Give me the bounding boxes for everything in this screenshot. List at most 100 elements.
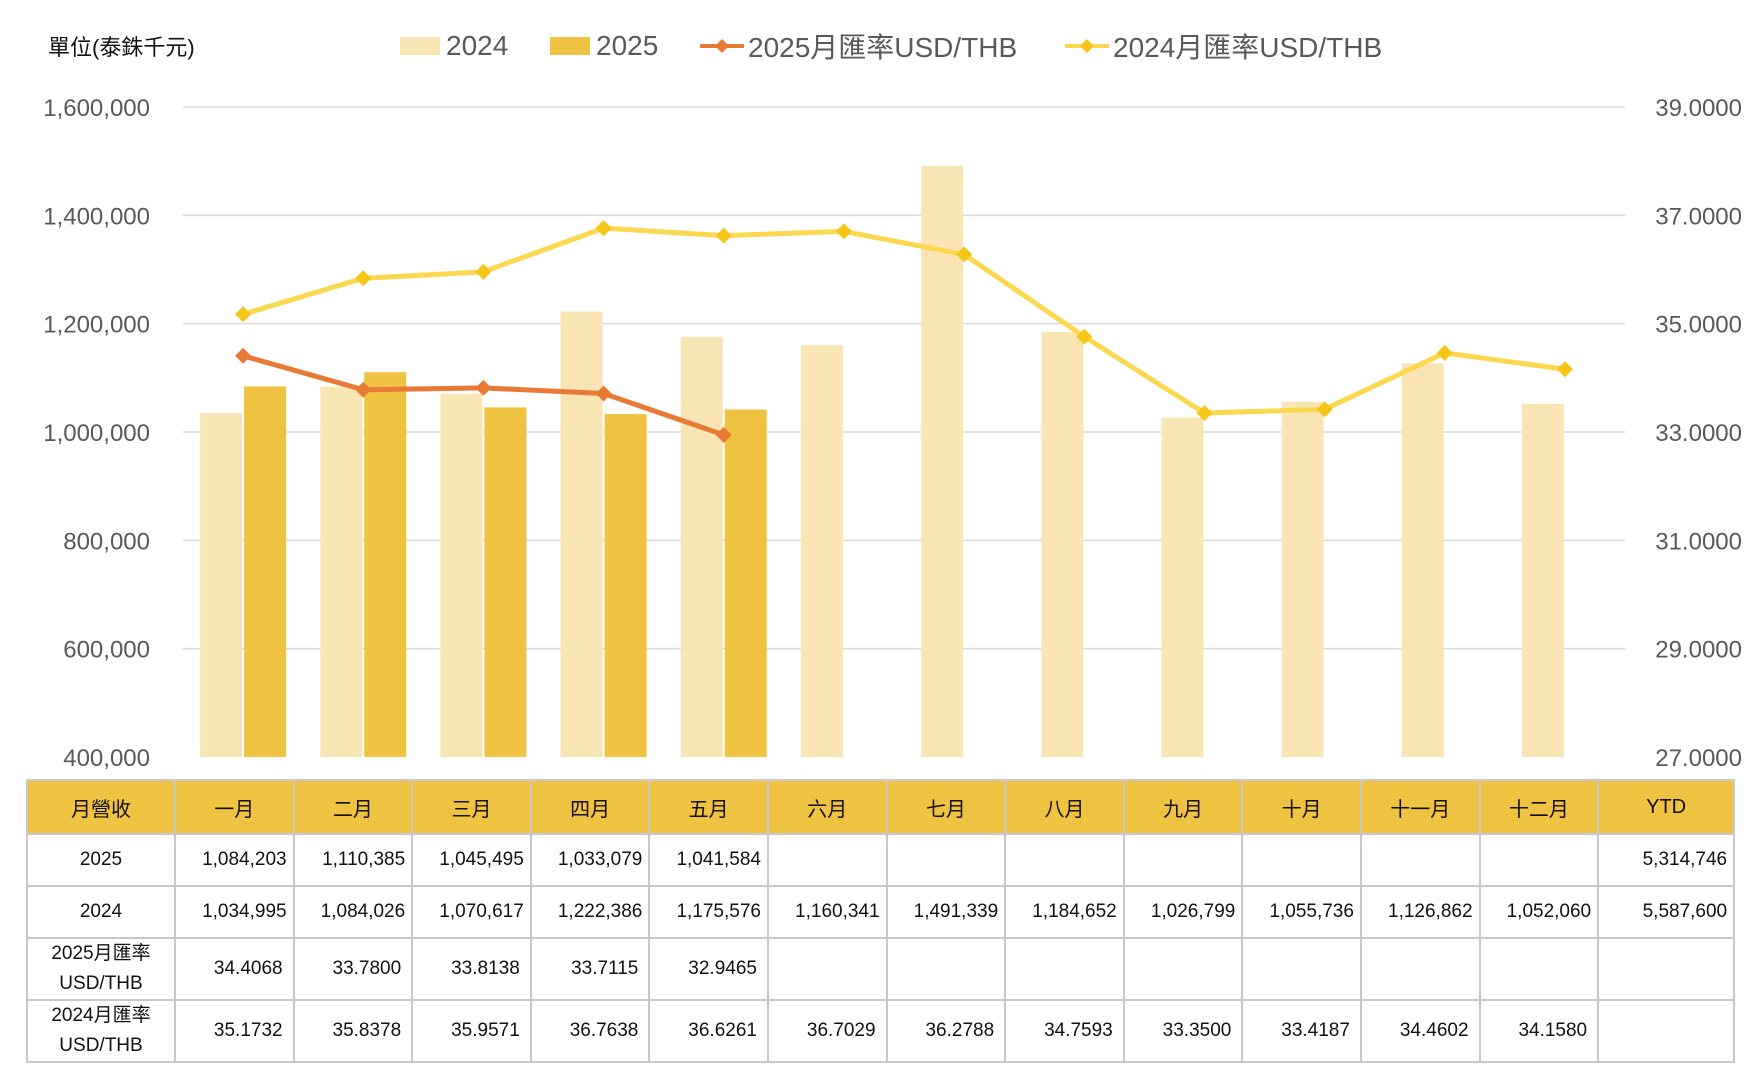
table-header-cell: YTD <box>1597 779 1736 835</box>
table-cell: 1,084,026 <box>292 885 414 939</box>
table-cell <box>766 937 888 1001</box>
table-cell: 35.8378 <box>292 999 414 1063</box>
table-body: 2025 1,084,203 1,110,385 1,045,495 1,033,079… <box>26 833 1736 1063</box>
table-cell: 33.4187 <box>1241 999 1362 1063</box>
table-cell <box>1597 937 1736 1001</box>
table-cell: 33.8138 <box>411 937 532 1001</box>
table-header-cell: 十一月 <box>1359 779 1481 835</box>
chart-legend: 2024 2025 2025月匯率USD/THB 2024月匯率USD/THB <box>0 26 1762 66</box>
table-header-cell: 五月 <box>648 779 769 835</box>
table-header-cell: 八月 <box>1004 779 1125 835</box>
bar-2024 <box>440 393 483 757</box>
table-row: 2024月匯率 USD/THB 35.1732 35.8378 35.9571 36.76… <box>26 999 1736 1063</box>
bar-2024 <box>1521 403 1564 757</box>
bar-2024 <box>1281 401 1324 757</box>
left-axis-tick-label: 1,000,000 <box>43 420 150 447</box>
table-cell: 1,045,495 <box>411 833 532 887</box>
table-cell <box>1359 833 1481 887</box>
table-cell: 1,184,652 <box>1004 885 1125 939</box>
table-cell: 36.7029 <box>766 999 888 1063</box>
bar-2024 <box>560 311 603 757</box>
table-cell: 34.1580 <box>1478 999 1600 1063</box>
left-axis-tick-label: 400,000 <box>63 745 150 772</box>
right-axis-tick-label: 29.0000 <box>1655 637 1742 664</box>
rate-2024-point <box>715 227 732 244</box>
table-cell: 1,160,341 <box>766 885 888 939</box>
table-cell <box>1004 937 1125 1001</box>
table-header-cell: 二月 <box>292 779 414 835</box>
rate-2024-line <box>242 225 1566 416</box>
table-cell: 1,126,862 <box>1359 885 1481 939</box>
table-cell: 35.1732 <box>174 999 295 1063</box>
bar-2025 <box>364 372 407 757</box>
right-axis-tick-label: 31.0000 <box>1655 528 1742 555</box>
left-axis-tick-label: 800,000 <box>63 528 150 555</box>
table-cell <box>1241 937 1362 1001</box>
table-cell <box>885 833 1007 887</box>
bar-2024 <box>921 165 964 758</box>
table-cell <box>1478 937 1600 1001</box>
bar-2025 <box>604 414 647 757</box>
table-cell: 1,070,617 <box>411 885 532 939</box>
legend-marker-line-2024 <box>1065 37 1109 55</box>
legend-label-line-2024: 2024月匯率USD/THB <box>1113 32 1383 63</box>
table-header-row: 月營收 一月 二月 三月 四月 五月 六月 七月 八月 九月 十月 十一月 十二月 YTD <box>26 779 1736 835</box>
legend-swatch-2024 <box>400 37 440 55</box>
bar-2025 <box>484 407 527 757</box>
unit-label: 單位(泰銖千元) <box>48 35 195 60</box>
rate-2025-point <box>355 381 372 398</box>
bar-2024 <box>320 386 363 757</box>
table-cell <box>1597 999 1736 1063</box>
data-table: 月營收 一月 二月 三月 四月 五月 六月 七月 八月 九月 十月 十一月 十二月 YTD 2025 1,0… <box>26 779 1736 1063</box>
table-header-cell: 九月 <box>1122 779 1244 835</box>
table-cell: 1,491,339 <box>885 885 1007 939</box>
table-row: 2025月匯率 USD/THB 34.4068 33.7800 33.8138 33.71… <box>26 937 1736 1001</box>
right-axis-tick-label: 37.0000 <box>1655 203 1742 230</box>
table-cell: 1,026,799 <box>1122 885 1244 939</box>
table-cell: 1,110,385 <box>292 833 414 887</box>
table-cell <box>1122 833 1244 887</box>
table-header-label: 月營收 <box>26 779 176 835</box>
table-cell: 1,033,079 <box>529 833 651 887</box>
legend-swatch-2025 <box>550 37 590 55</box>
rate-2024-point <box>1556 361 1573 378</box>
table-header-cell: 十二月 <box>1478 779 1600 835</box>
rate-2024-point <box>1316 401 1333 418</box>
table-cell: 33.3500 <box>1122 999 1244 1063</box>
table-cell: 34.4068 <box>174 937 295 1001</box>
table-cell: 1,055,736 <box>1241 885 1362 939</box>
table-cell: 35.9571 <box>411 999 532 1063</box>
table-header-cell: 三月 <box>411 779 532 835</box>
legend-label-2025: 2025 <box>596 30 659 61</box>
table-cell <box>1241 833 1362 887</box>
table-cell <box>885 937 1007 1001</box>
table-cell: 36.7638 <box>529 999 651 1063</box>
bar-2024 <box>200 413 243 757</box>
table-cell: 5,587,600 <box>1597 885 1736 939</box>
left-axis-tick-label: 1,200,000 <box>43 312 150 339</box>
rate-2024-point <box>235 306 252 323</box>
left-axis-tick-label: 1,400,000 <box>43 203 150 230</box>
table-row-label: 2024月匯率 USD/THB <box>26 999 176 1063</box>
table-cell <box>1004 833 1125 887</box>
table-header-cell: 十月 <box>1241 779 1362 835</box>
bar-2024 <box>1401 363 1444 757</box>
rate-2024-point <box>956 246 973 263</box>
rate-2024-point <box>1436 344 1453 361</box>
table-cell: 32.9465 <box>648 937 769 1001</box>
table-cell: 33.7115 <box>529 937 651 1001</box>
table-cell: 33.7800 <box>292 937 414 1001</box>
table-cell: 5,314,746 <box>1597 833 1736 887</box>
bar-2025 <box>244 386 287 757</box>
bar-2024 <box>800 345 843 757</box>
legend-item-line-2024: 2024月匯率USD/THB <box>1065 26 1382 66</box>
right-axis-tick-label: 33.0000 <box>1655 420 1742 447</box>
legend-label-line-2025: 2025月匯率USD/THB <box>748 32 1018 63</box>
rate-2024-point <box>355 270 372 287</box>
table-cell <box>1122 937 1244 1001</box>
legend-marker-line-2025 <box>700 37 744 55</box>
left-axis-tick-label: 600,000 <box>63 637 150 664</box>
rate-2024-point <box>835 223 852 240</box>
rate-2024-point <box>475 263 492 280</box>
table-cell: 1,175,576 <box>648 885 769 939</box>
